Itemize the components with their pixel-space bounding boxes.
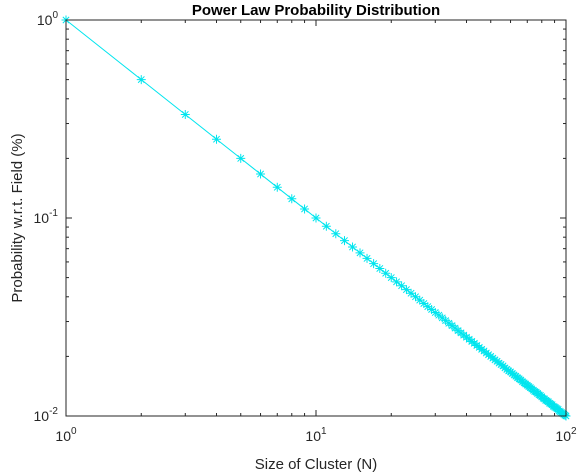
data-point-marker (504, 366, 514, 376)
plot-frame (65, 19, 567, 417)
data-point-marker (381, 268, 391, 278)
y-tick-label: 100 (37, 10, 59, 28)
x-axis-label: Size of Cluster (N) (255, 456, 378, 473)
data-point-marker (256, 169, 266, 179)
data-point-marker (397, 281, 407, 291)
data-point-marker (272, 182, 282, 192)
data-point-marker (459, 330, 469, 340)
data-point-marker (415, 295, 425, 305)
data-point-marker (331, 229, 341, 239)
data-point-marker (212, 134, 222, 144)
y-tick-label: 10-2 (34, 406, 59, 424)
x-tick-label: 101 (305, 426, 327, 444)
data-layer (61, 15, 571, 421)
data-point-marker (136, 75, 146, 85)
data-point-marker (534, 390, 544, 400)
data-point-marker (427, 305, 437, 315)
data-point-marker (287, 194, 297, 204)
data-point-marker (362, 253, 372, 263)
data-point-marker (311, 213, 321, 223)
data-point-marker (386, 273, 396, 283)
data-point-marker (321, 221, 331, 231)
x-tick-label: 102 (555, 426, 577, 444)
data-point-marker (369, 259, 379, 269)
data-point-marker (444, 318, 454, 328)
data-point-marker (423, 302, 433, 312)
data-point-marker (355, 248, 365, 258)
data-point-marker (467, 336, 477, 346)
data-point-marker (348, 242, 358, 252)
data-point-marker (392, 277, 402, 287)
y-tick-label: 10-1 (34, 208, 59, 226)
data-point-marker (410, 292, 420, 302)
data-point-marker (477, 344, 487, 354)
data-point-marker (490, 355, 500, 365)
x-tick-label: 100 (55, 426, 77, 444)
data-point-marker (419, 298, 429, 308)
data-point-marker (434, 310, 444, 320)
data-point-marker (180, 109, 190, 119)
data-point-marker (339, 236, 349, 246)
y-axis-label: Probability w.r.t. Field (%) (9, 133, 26, 302)
data-point-marker (406, 288, 416, 298)
data-point-marker (236, 153, 246, 163)
data-point-marker (430, 308, 440, 318)
data-point-marker (401, 285, 411, 295)
data-point-marker (300, 204, 310, 214)
chart-title: Power Law Probability Distribution (192, 2, 440, 19)
data-point-marker (530, 386, 540, 396)
data-point-marker (375, 263, 385, 273)
